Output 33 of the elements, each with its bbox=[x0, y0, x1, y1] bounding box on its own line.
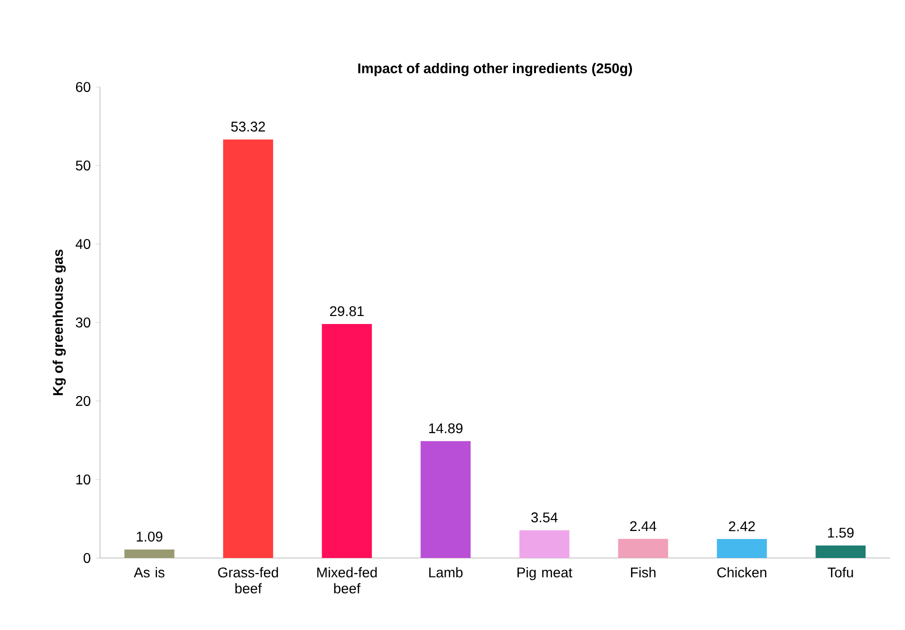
data-label: 53.32 bbox=[231, 122, 265, 132]
bar bbox=[322, 324, 372, 558]
data-label: 29.81 bbox=[330, 306, 364, 316]
y-axis-title: Kg of greenhouse gas bbox=[52, 250, 66, 396]
data-label: 2.44 bbox=[630, 521, 656, 531]
data-label: 14.89 bbox=[429, 423, 462, 434]
y-tick-label: 30 bbox=[76, 318, 90, 328]
x-tick-label: Tofu bbox=[828, 567, 853, 578]
bar bbox=[420, 441, 471, 558]
bar bbox=[816, 546, 866, 558]
x-tick-label: Grass-fed beef bbox=[218, 567, 278, 594]
y-tick-label: 60 bbox=[76, 82, 90, 92]
data-label: 2.42 bbox=[728, 521, 755, 532]
x-tick-label: Mixed-fed beef bbox=[317, 567, 377, 594]
data-label: 3.54 bbox=[531, 512, 558, 522]
x-tick-label: Fish bbox=[631, 567, 656, 578]
y-tick-label: 10 bbox=[76, 474, 90, 484]
data-label: 1.59 bbox=[828, 528, 854, 538]
bar bbox=[223, 139, 274, 558]
x-tick-label: Pig meat bbox=[518, 567, 572, 580]
chart-title: Impact of adding other ingredients (250g) bbox=[358, 63, 632, 76]
y-tick-label: 50 bbox=[76, 160, 90, 170]
x-tick-label: Chicken bbox=[717, 567, 766, 578]
data-label: 1.09 bbox=[136, 532, 162, 542]
bar bbox=[519, 530, 570, 558]
x-tick-label: Lamb bbox=[429, 567, 463, 578]
y-tick-label: 0 bbox=[84, 553, 90, 563]
bar bbox=[716, 539, 767, 558]
y-tick-label: 40 bbox=[76, 239, 90, 249]
y-tick-label: 20 bbox=[76, 396, 90, 406]
x-tick-label: As is bbox=[134, 567, 164, 578]
bar bbox=[124, 549, 174, 558]
bar bbox=[618, 538, 668, 558]
